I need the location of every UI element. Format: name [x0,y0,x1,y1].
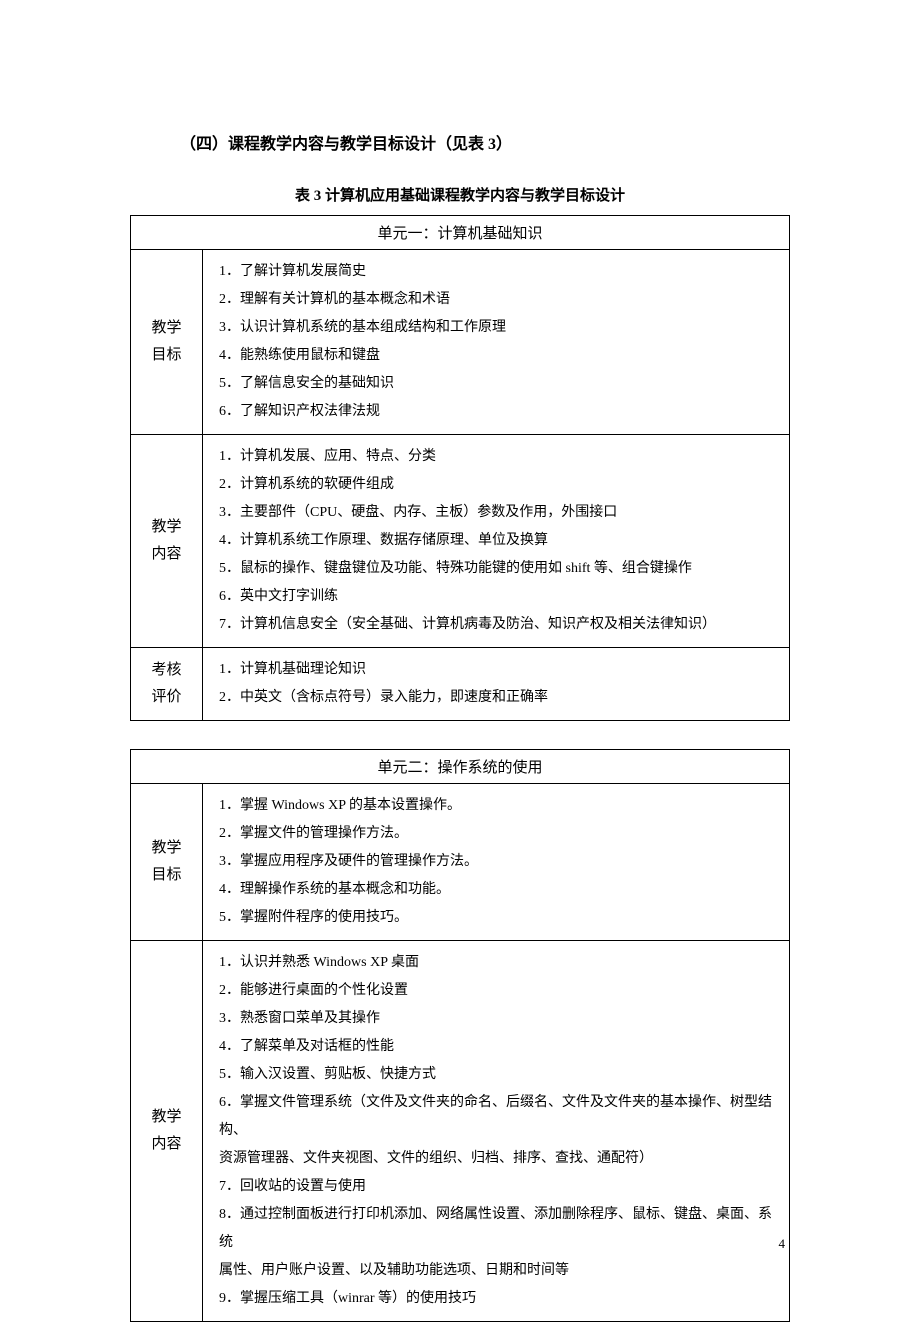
content-line: 4．理解操作系统的基本概念和功能。 [219,876,773,904]
unit-1-row-0-content: 1．了解计算机发展简史2．理解有关计算机的基本概念和术语3．认识计算机系统的基本… [203,250,790,435]
content-line: 8．通过控制面板进行打印机添加、网络属性设置、添加删除程序、鼠标、键盘、桌面、系… [219,1201,773,1257]
content-line: 5．掌握附件程序的使用技巧。 [219,904,773,932]
unit-2-row-1-content: 1．认识并熟悉 Windows XP 桌面2．能够进行桌面的个性化设置3．熟悉窗… [203,941,790,1322]
unit-1-row-1-content: 1．计算机发展、应用、特点、分类2．计算机系统的软硬件组成3．主要部件（CPU、… [203,435,790,648]
content-line: 4．了解菜单及对话框的性能 [219,1033,773,1061]
content-line: 1．了解计算机发展简史 [219,258,773,286]
content-line: 5．输入汉设置、剪贴板、快捷方式 [219,1061,773,1089]
unit-2-row-0-content: 1．掌握 Windows XP 的基本设置操作。2．掌握文件的管理操作方法。3．… [203,784,790,941]
table-unit-2: 单元二：操作系统的使用 教学目标 1．掌握 Windows XP 的基本设置操作… [130,749,790,1322]
content-line: 3．掌握应用程序及硬件的管理操作方法。 [219,848,773,876]
content-line: 2．计算机系统的软硬件组成 [219,471,773,499]
content-line: 7．计算机信息安全（安全基础、计算机病毒及防治、知识产权及相关法律知识） [219,611,773,639]
content-line: 1．计算机发展、应用、特点、分类 [219,443,773,471]
unit-1-row-2-label: 考核评价 [131,648,203,721]
content-line: 资源管理器、文件夹视图、文件的组织、归档、排序、查找、通配符） [219,1145,773,1173]
content-line: 1．计算机基础理论知识 [219,656,773,684]
content-line: 属性、用户账户设置、以及辅助功能选项、日期和时间等 [219,1257,773,1285]
content-line: 3．认识计算机系统的基本组成结构和工作原理 [219,314,773,342]
unit-1-header: 单元一：计算机基础知识 [131,216,790,250]
content-line: 7．回收站的设置与使用 [219,1173,773,1201]
unit-2-row-1-label: 教学内容 [131,941,203,1322]
content-line: 2．理解有关计算机的基本概念和术语 [219,286,773,314]
content-line: 6．掌握文件管理系统（文件及文件夹的命名、后缀名、文件及文件夹的基本操作、树型结… [219,1089,773,1145]
content-line: 2．掌握文件的管理操作方法。 [219,820,773,848]
content-line: 4．计算机系统工作原理、数据存储原理、单位及换算 [219,527,773,555]
content-line: 3．主要部件（CPU、硬盘、内存、主板）参数及作用，外围接口 [219,499,773,527]
content-line: 4．能熟练使用鼠标和键盘 [219,342,773,370]
unit-1-row-2-content: 1．计算机基础理论知识2．中英文（含标点符号）录入能力，即速度和正确率 [203,648,790,721]
content-line: 6．英中文打字训练 [219,583,773,611]
content-line: 1．认识并熟悉 Windows XP 桌面 [219,949,773,977]
content-line: 5．了解信息安全的基础知识 [219,370,773,398]
content-line: 3．熟悉窗口菜单及其操作 [219,1005,773,1033]
content-line: 1．掌握 Windows XP 的基本设置操作。 [219,792,773,820]
unit-2-row-0-label: 教学目标 [131,784,203,941]
unit-1-row-1-label: 教学内容 [131,435,203,648]
content-line: 2．中英文（含标点符号）录入能力，即速度和正确率 [219,684,773,712]
content-line: 5．鼠标的操作、键盘键位及功能、特殊功能键的使用如 shift 等、组合键操作 [219,555,773,583]
table-unit-1: 单元一：计算机基础知识 教学目标 1．了解计算机发展简史2．理解有关计算机的基本… [130,215,790,721]
section-title: （四）课程教学内容与教学目标设计（见表 3） [180,130,790,154]
content-line: 9．掌握压缩工具（winrar 等）的使用技巧 [219,1285,773,1313]
unit-2-header: 单元二：操作系统的使用 [131,750,790,784]
content-line: 6．了解知识产权法律法规 [219,398,773,426]
content-line: 2．能够进行桌面的个性化设置 [219,977,773,1005]
unit-1-row-0-label: 教学目标 [131,250,203,435]
page-number: 4 [779,1236,786,1252]
table-caption: 表 3 计算机应用基础课程教学内容与教学目标设计 [130,184,790,205]
